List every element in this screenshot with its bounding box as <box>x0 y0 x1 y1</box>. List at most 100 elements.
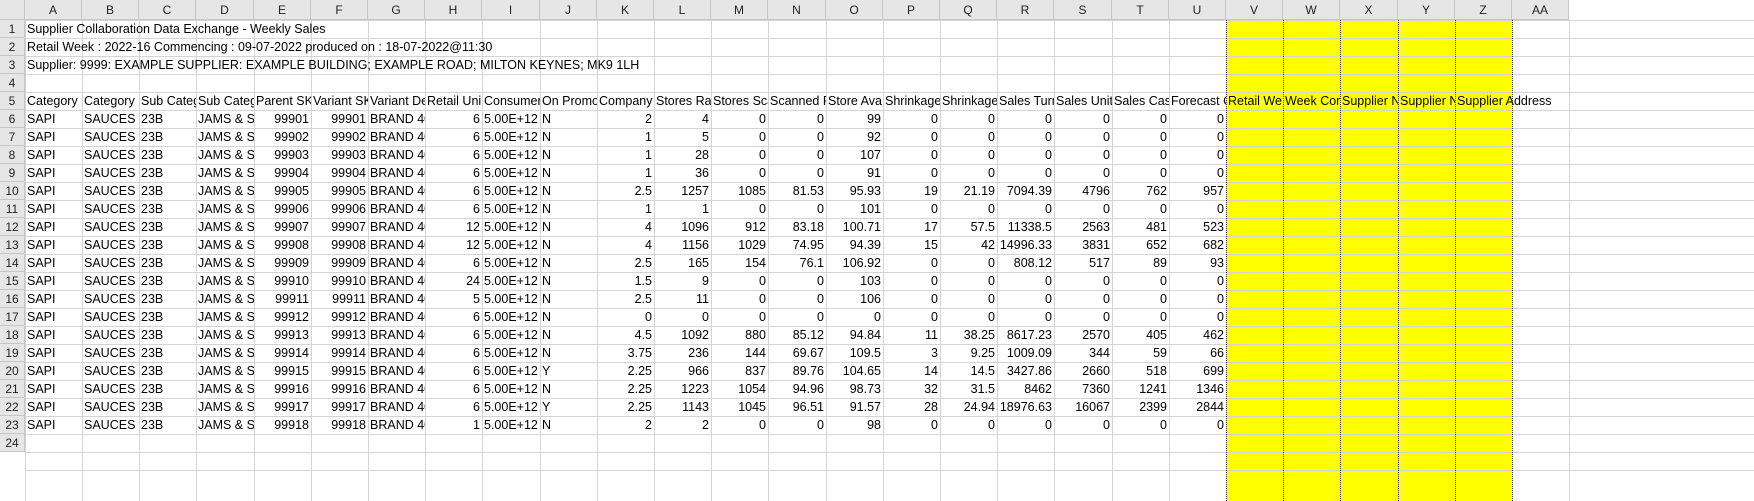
data-cell[interactable]: 0 <box>1217 166 1224 180</box>
data-cell[interactable]: 14 <box>924 364 938 378</box>
data-cell[interactable]: 99905 <box>274 184 309 198</box>
data-cell[interactable]: Y <box>542 364 551 378</box>
data-cell[interactable]: 1009.09 <box>1006 346 1052 360</box>
data-cell[interactable]: JAMS & SF <box>198 310 254 324</box>
data-cell[interactable]: 0 <box>988 148 995 162</box>
column-title-cell[interactable]: Stores Sca <box>713 94 768 108</box>
data-cell[interactable]: N <box>542 112 552 126</box>
row-header-1[interactable]: 1 <box>0 20 25 38</box>
data-cell[interactable]: 98.73 <box>849 382 881 396</box>
data-cell[interactable]: 0 <box>1045 130 1052 144</box>
data-cell[interactable]: 99904 <box>331 166 366 180</box>
data-cell[interactable]: 6 <box>473 130 480 144</box>
data-cell[interactable]: 966 <box>688 364 709 378</box>
title-cell[interactable]: Supplier: 9999: EXAMPLE SUPPLIER: EXAMPL… <box>27 58 640 72</box>
data-cell[interactable]: 5.00E+12 <box>484 328 538 342</box>
data-cell[interactable]: 99914 <box>331 346 366 360</box>
data-cell[interactable]: 699 <box>1203 364 1224 378</box>
data-cell[interactable]: 99908 <box>331 238 366 252</box>
data-cell[interactable]: 5.00E+12 <box>484 184 538 198</box>
data-cell[interactable]: SAUCES & <box>84 310 139 324</box>
data-cell[interactable]: 99908 <box>274 238 309 252</box>
data-cell[interactable]: 0 <box>1160 202 1167 216</box>
data-cell[interactable]: JAMS & SF <box>198 148 254 162</box>
row-header-20[interactable]: 20 <box>0 362 25 380</box>
column-header-l[interactable]: L <box>654 0 711 20</box>
data-cell[interactable]: 7094.39 <box>1006 184 1052 198</box>
data-cell[interactable]: 11338.5 <box>1007 220 1052 234</box>
data-cell[interactable]: 89 <box>1153 256 1167 270</box>
data-cell[interactable]: 0 <box>1103 112 1110 126</box>
data-cell[interactable]: 2844 <box>1196 400 1224 414</box>
data-cell[interactable]: 0 <box>1103 166 1110 180</box>
data-cell[interactable]: 6 <box>473 346 480 360</box>
column-title-cell[interactable]: Stores Rar <box>656 94 711 108</box>
data-cell[interactable]: 99911 <box>332 292 366 306</box>
row-header-23[interactable]: 23 <box>0 416 25 434</box>
data-cell[interactable]: 99907 <box>331 220 366 234</box>
data-cell[interactable]: 4 <box>702 112 709 126</box>
data-cell[interactable]: 1 <box>702 202 709 216</box>
data-cell[interactable]: 1096 <box>681 220 709 234</box>
data-cell[interactable]: 0 <box>1160 292 1167 306</box>
column-title-cell[interactable]: Retail We <box>1228 94 1282 108</box>
data-cell[interactable]: BRAND 40 <box>370 328 425 342</box>
data-cell[interactable]: SAPI <box>27 202 56 216</box>
data-cell[interactable]: N <box>542 418 552 432</box>
data-cell[interactable]: JAMS & SF <box>198 274 254 288</box>
data-cell[interactable]: 144 <box>745 346 766 360</box>
column-header-c[interactable]: C <box>139 0 196 20</box>
data-cell[interactable]: 99915 <box>274 364 309 378</box>
data-cell[interactable]: SAUCES & <box>84 202 139 216</box>
data-cell[interactable]: 91 <box>867 166 881 180</box>
data-cell[interactable]: 236 <box>688 346 709 360</box>
data-cell[interactable]: SAPI <box>27 130 56 144</box>
data-cell[interactable]: 0 <box>817 166 824 180</box>
data-cell[interactable]: 0 <box>1103 274 1110 288</box>
data-cell[interactable]: 5.00E+12 <box>484 112 538 126</box>
data-cell[interactable]: 99902 <box>274 130 309 144</box>
data-cell[interactable]: 99918 <box>274 418 309 432</box>
data-cell[interactable]: 1029 <box>738 238 766 252</box>
data-cell[interactable]: JAMS & SF <box>198 292 254 306</box>
column-header-g[interactable]: G <box>368 0 425 20</box>
data-cell[interactable]: 18976.63 <box>999 400 1052 414</box>
data-cell[interactable]: JAMS & SF <box>198 166 254 180</box>
title-cell[interactable]: Supplier Collaboration Data Exchange - W… <box>27 22 326 36</box>
data-cell[interactable]: SAUCES & <box>84 256 139 270</box>
data-cell[interactable]: 5.00E+12 <box>484 238 538 252</box>
data-cell[interactable]: 99910 <box>331 274 366 288</box>
data-cell[interactable]: 0 <box>759 292 766 306</box>
data-cell[interactable]: 0 <box>817 202 824 216</box>
data-cell[interactable]: BRAND 40 <box>370 418 425 432</box>
data-cell[interactable]: 6 <box>473 256 480 270</box>
data-cell[interactable]: JAMS & SF <box>198 364 254 378</box>
data-cell[interactable]: 23B <box>141 184 164 198</box>
data-cell[interactable]: JAMS & SF <box>198 220 254 234</box>
data-cell[interactable]: 1045 <box>738 400 766 414</box>
data-cell[interactable]: 1156 <box>682 238 709 252</box>
data-cell[interactable]: SAPI <box>27 418 56 432</box>
column-title-cell[interactable]: Supplier N <box>1342 94 1398 108</box>
data-cell[interactable]: 11 <box>925 328 938 342</box>
data-cell[interactable]: 0 <box>1103 148 1110 162</box>
data-cell[interactable]: 6 <box>473 364 480 378</box>
data-cell[interactable]: 0 <box>1045 166 1052 180</box>
data-cell[interactable]: SAPI <box>27 346 56 360</box>
data-cell[interactable]: 12 <box>466 238 480 252</box>
data-cell[interactable]: BRAND 40 <box>370 400 425 414</box>
data-cell[interactable]: 23B <box>141 310 164 324</box>
column-title-cell[interactable]: Sales Case <box>1114 94 1169 108</box>
data-cell[interactable]: 0 <box>931 418 938 432</box>
data-cell[interactable]: 808.12 <box>1013 256 1052 270</box>
data-cell[interactable]: 99903 <box>274 148 309 162</box>
data-cell[interactable]: 0 <box>1045 418 1052 432</box>
data-cell[interactable]: 6 <box>473 310 480 324</box>
data-cell[interactable]: 99904 <box>274 166 309 180</box>
column-header-m[interactable]: M <box>711 0 768 20</box>
column-title-cell[interactable]: Consumer <box>484 94 540 108</box>
data-cell[interactable]: BRAND 40 <box>370 202 425 216</box>
data-cell[interactable]: 0 <box>988 256 995 270</box>
data-cell[interactable]: 5.00E+12 <box>484 346 538 360</box>
column-title-cell[interactable]: Category <box>27 94 78 108</box>
